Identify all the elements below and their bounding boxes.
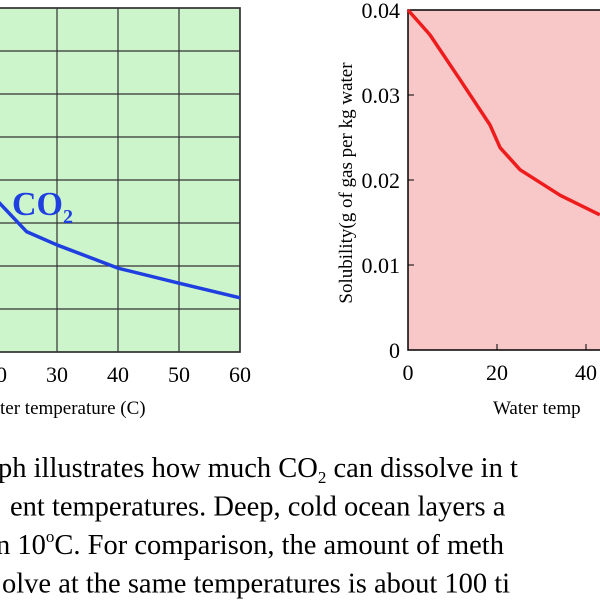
x-tick-label: 20 — [0, 362, 7, 387]
annotation: CO2 — [12, 186, 73, 228]
caption-text: ent temperatures. Deep, cold ocean layer… — [10, 492, 506, 523]
caption-text: C. For comparison, the amount of meth — [54, 530, 504, 561]
caption-text: can dissolve in t — [326, 453, 518, 484]
x-tick-label: 40 — [575, 360, 597, 385]
x-tick-label: 40 — [107, 362, 129, 387]
caption-text: n 10 — [0, 530, 46, 561]
caption-text: olve at the same temperatures is about 1… — [2, 569, 510, 600]
y-tick-label: 0.01 — [362, 253, 401, 278]
x-tick-label: 0 — [403, 360, 414, 385]
caption-text: ph illustrates how much CO — [0, 453, 318, 484]
data-line — [406, 8, 600, 217]
plot-area — [407, 9, 600, 351]
caption-sub: 2 — [318, 468, 327, 487]
caption-line: olve at the same temperatures is about 1… — [2, 569, 510, 600]
caption-line: ph illustrates how much CO2 can dissolve… — [0, 453, 518, 487]
x-axis-label: Water temp — [493, 398, 581, 419]
caption-sup: o — [46, 527, 55, 546]
x-tick-label: 20 — [486, 360, 508, 385]
annotation-text: CO — [12, 186, 63, 223]
y-axis-label: Solubility(g of gas per kg water — [336, 62, 357, 304]
y-tick-label: 0.02 — [362, 168, 401, 193]
y-tick-label: 0.03 — [362, 83, 401, 108]
caption-line: ent temperatures. Deep, cold ocean layer… — [10, 492, 506, 523]
x-axis-label: ter temperature (C) — [0, 398, 146, 419]
y-tick-label: 0 — [389, 338, 400, 363]
annotation-sub: 2 — [63, 206, 73, 228]
y-tick-label: 0.04 — [362, 0, 401, 23]
x-tick-label: 60 — [229, 362, 251, 387]
x-tick-label: 50 — [168, 362, 190, 387]
data-line — [0, 201, 241, 300]
caption-line: n 10oC. For comparison, the amount of me… — [0, 527, 504, 561]
x-tick-label: 30 — [46, 362, 68, 387]
